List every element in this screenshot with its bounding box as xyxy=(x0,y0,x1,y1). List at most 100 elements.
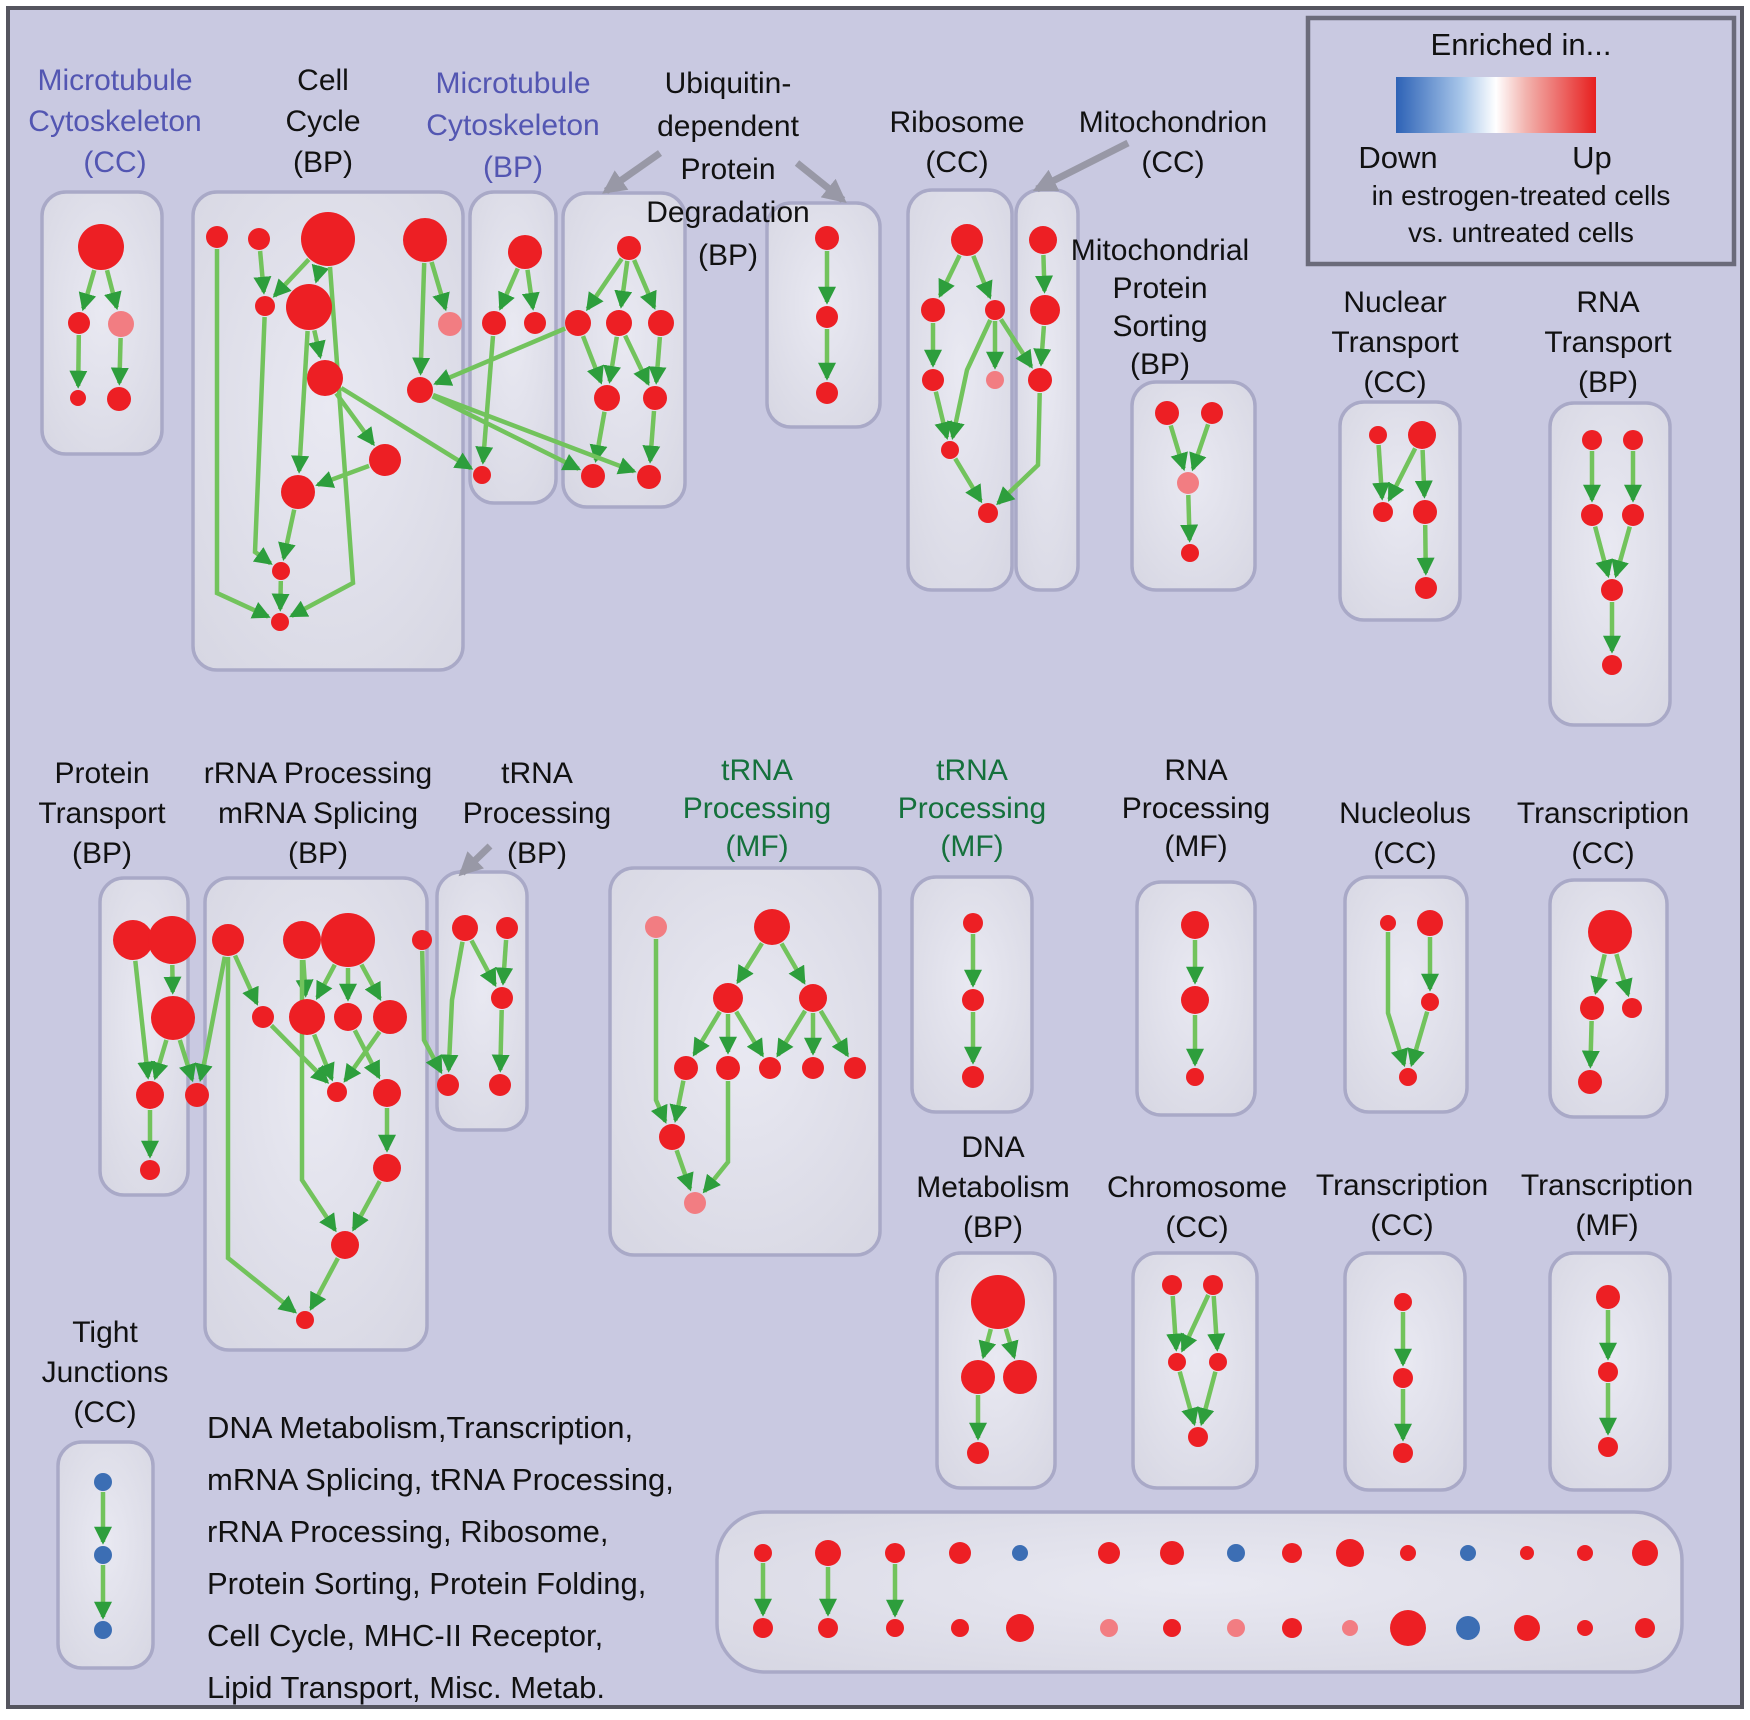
relationship-edge xyxy=(1423,450,1425,496)
go-term-node-red xyxy=(373,1000,407,1034)
cluster-label-line: Cycle xyxy=(285,105,360,138)
cluster-label-line: RNA xyxy=(1164,754,1227,787)
go-term-node-red xyxy=(1181,911,1209,939)
go-term-node-red xyxy=(815,1540,841,1566)
cluster-label-line: (CC) xyxy=(1141,146,1204,179)
go-term-node-pink xyxy=(1100,1619,1118,1637)
misc-categories-line: mRNA Splicing, tRNA Processing, xyxy=(207,1462,674,1497)
go-term-node-red xyxy=(1421,993,1439,1011)
go-term-node-red xyxy=(1003,1360,1037,1394)
cluster-label-line: (CC) xyxy=(1363,366,1426,399)
cluster-label-line: Transcription xyxy=(1517,797,1689,830)
go-term-node-red xyxy=(1201,402,1223,424)
go-term-node-red xyxy=(508,235,542,269)
cluster-label-line: Processing xyxy=(898,792,1046,825)
go-term-node-red xyxy=(327,1082,347,1102)
cluster-box-chromosome-cc xyxy=(1133,1253,1257,1488)
cluster-label-line: Junctions xyxy=(42,1356,169,1389)
go-term-node-red xyxy=(1622,998,1642,1018)
go-term-node-red xyxy=(978,503,998,523)
legend-up-label: Up xyxy=(1572,140,1612,175)
cluster-label-line: Transcription xyxy=(1316,1169,1488,1202)
misc-categories-line: Protein Sorting, Protein Folding, xyxy=(207,1566,646,1601)
go-term-node-pink xyxy=(684,1192,706,1214)
legend-gradient-bar xyxy=(1396,77,1596,133)
go-term-node-red xyxy=(1417,910,1443,936)
cluster-label-line: (BP) xyxy=(72,837,132,870)
go-term-node-red xyxy=(412,930,432,950)
go-term-node-red xyxy=(136,1081,164,1109)
cluster-label-line: Microtubule xyxy=(37,64,192,97)
cluster-label-line: Sorting xyxy=(1112,310,1207,343)
go-term-node-red xyxy=(1203,1275,1223,1295)
go-term-node-red xyxy=(286,284,332,330)
go-term-node-red xyxy=(1578,1070,1602,1094)
go-term-node-red xyxy=(107,387,131,411)
go-term-node-red xyxy=(1181,544,1199,562)
go-term-node-red xyxy=(1098,1542,1120,1564)
cluster-label-line: Metabolism xyxy=(916,1171,1069,1204)
cluster-label-line: (MF) xyxy=(725,830,788,863)
go-term-node-red xyxy=(1632,1540,1658,1566)
go-term-node-red xyxy=(1168,1353,1186,1371)
go-term-node-red xyxy=(283,921,321,959)
cluster-label-line: Transport xyxy=(1331,326,1459,359)
go-term-node-red xyxy=(1380,915,1396,931)
go-term-node-red xyxy=(1393,1368,1413,1388)
go-term-node-red xyxy=(272,562,290,580)
cluster-label-line: (CC) xyxy=(73,1396,136,1429)
cluster-label-line: mRNA Splicing xyxy=(218,797,418,830)
go-term-node-red xyxy=(489,1074,511,1096)
relationship-edge xyxy=(119,338,120,383)
cluster-label-line: RNA xyxy=(1576,286,1639,319)
go-term-node-red xyxy=(1580,996,1604,1020)
misc-categories-line: DNA Metabolism,Transcription, xyxy=(207,1410,633,1445)
cluster-label-line: Nuclear xyxy=(1343,286,1446,319)
cluster-label-line: Protein xyxy=(680,153,775,186)
go-term-node-pink xyxy=(1342,1620,1358,1636)
cluster-label-line: tRNA xyxy=(936,754,1008,787)
cluster-label-line: Tight xyxy=(72,1316,138,1349)
cluster-label-line: (CC) xyxy=(1165,1211,1228,1244)
go-term-node-red xyxy=(373,1154,401,1182)
go-term-node-red xyxy=(1209,1353,1227,1371)
go-term-node-red xyxy=(1390,1610,1426,1646)
go-term-node-pink xyxy=(1227,1619,1245,1637)
relationship-edge xyxy=(1590,1021,1591,1066)
go-term-node-red xyxy=(1598,1362,1618,1382)
go-term-node-red xyxy=(301,212,355,266)
go-term-node-red xyxy=(1413,500,1437,524)
cluster-label-line: Processing xyxy=(463,797,611,830)
cluster-label-line: Cytoskeleton xyxy=(28,105,201,138)
go-term-node-blue xyxy=(1227,1544,1245,1562)
go-term-node-red xyxy=(1160,1541,1184,1565)
go-term-node-red xyxy=(754,909,790,945)
legend-down-label: Down xyxy=(1358,140,1437,175)
go-term-node-red xyxy=(248,228,270,250)
go-term-node-red xyxy=(949,1542,971,1564)
go-term-node-red xyxy=(713,983,743,1013)
go-term-node-red xyxy=(271,613,289,631)
go-term-node-red xyxy=(1596,1285,1620,1309)
cluster-label-line: (BP) xyxy=(483,151,543,184)
go-term-node-red xyxy=(815,226,839,250)
go-term-node-red xyxy=(473,466,491,484)
go-term-node-red xyxy=(407,377,433,403)
go-term-node-red xyxy=(307,360,343,396)
go-term-node-red xyxy=(594,385,620,411)
go-term-node-red xyxy=(1601,579,1623,601)
go-term-node-red xyxy=(148,916,196,964)
go-term-node-red xyxy=(1415,577,1437,599)
relationship-edge xyxy=(1041,326,1044,364)
go-term-node-red xyxy=(296,1311,314,1329)
cluster-label-line: Mitochondrion xyxy=(1079,106,1267,139)
go-term-node-blue xyxy=(94,1546,112,1564)
go-term-node-red xyxy=(321,913,375,967)
go-term-node-red xyxy=(1577,1545,1593,1561)
go-term-node-red xyxy=(1598,1437,1618,1457)
go-term-node-red xyxy=(151,996,195,1040)
go-term-node-red xyxy=(1520,1546,1534,1560)
go-term-node-red xyxy=(886,1619,904,1637)
cluster-label-line: Cell xyxy=(297,64,349,97)
